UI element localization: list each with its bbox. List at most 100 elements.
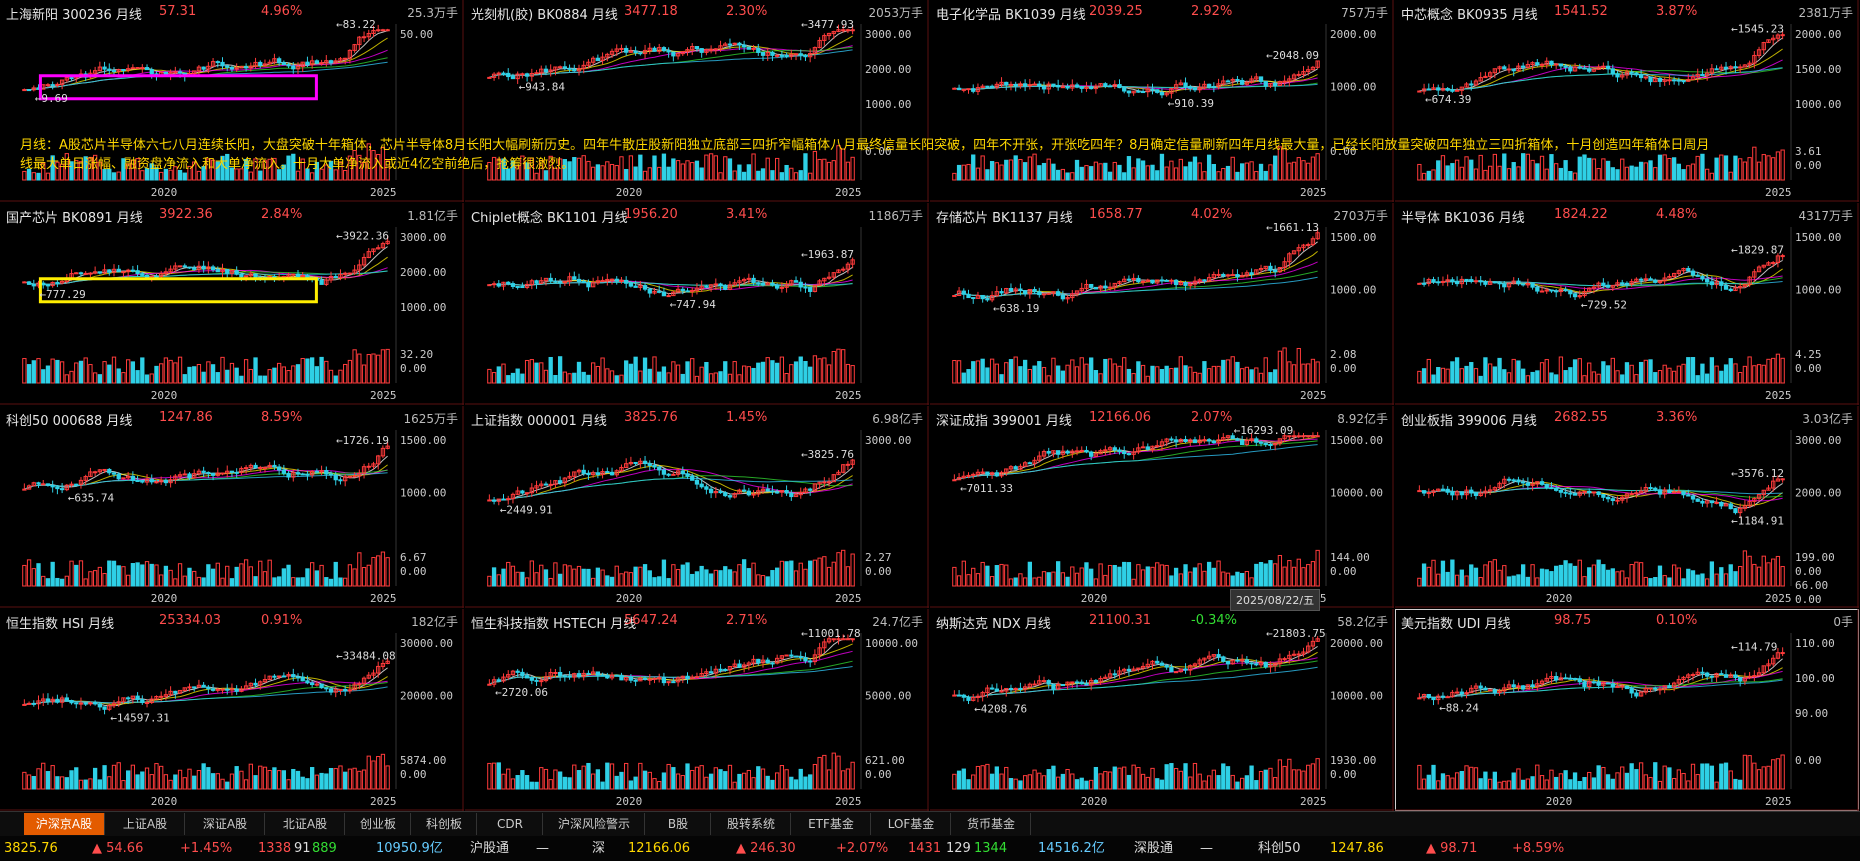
volume-bar xyxy=(1183,365,1188,384)
market-tab[interactable]: 创业板 xyxy=(346,813,411,835)
volume-bar xyxy=(1742,365,1748,384)
market-tab[interactable]: 深证A股 xyxy=(186,813,265,835)
volume-bar xyxy=(798,356,803,384)
x-tick-label: 2025 xyxy=(370,592,397,605)
chart-panel[interactable]: ←1963.87 ←747.94 2025 Chiplet概念 BK1101 月线 19… xyxy=(465,203,929,405)
kline-chart[interactable]: ←3576.12←1184.913000.002000.00199.000.00… xyxy=(1395,406,1859,608)
candle xyxy=(206,266,211,270)
volume-bar xyxy=(727,373,733,384)
kline-chart[interactable]: ←1829.87←729.521500.001000.004.250.00202… xyxy=(1395,203,1859,405)
volume-bar xyxy=(333,169,338,181)
candle xyxy=(149,478,154,483)
kline-chart[interactable]: ←16293.09←7011.3315000.0010000.00144.000… xyxy=(930,406,1394,608)
candle xyxy=(1240,79,1245,85)
chart-panel[interactable]: ←3477.93 ←943.84 3000.00 2000.00 1000.00 0.00… xyxy=(465,0,929,202)
volume-bar xyxy=(88,156,93,181)
volume-bar xyxy=(704,154,709,181)
candle xyxy=(1506,68,1512,71)
market-tab[interactable]: CDR xyxy=(478,813,543,835)
kline-chart[interactable]: ←1545.23←674.392000.001500.001000.003.61… xyxy=(1395,0,1859,202)
market-tab[interactable]: 沪深京A股 xyxy=(24,813,105,835)
chart-panel[interactable]: ←1829.87 ←729.52 1500.00 1000.00 4.25 0.00 202… xyxy=(1395,203,1859,405)
volume-bar xyxy=(1771,558,1776,587)
candle xyxy=(1089,283,1094,288)
moving-average-line xyxy=(1419,667,1783,699)
kline-chart[interactable]: ←33484.08←14597.3130000.0020000.005874.0… xyxy=(0,609,464,811)
chart-panel[interactable]: ←16293.09 ←7011.33 15000.00 10000.00 144.00 0… xyxy=(930,406,1394,608)
volume-bar xyxy=(55,776,60,790)
volume-bar xyxy=(614,565,619,587)
volume-bar xyxy=(1596,765,1601,790)
candle xyxy=(985,85,990,88)
market-tab[interactable]: 沪深风险警示 xyxy=(544,813,645,835)
candle xyxy=(576,673,582,677)
market-tab[interactable]: 上证A股 xyxy=(106,813,185,835)
chart-panel[interactable]: ←11001.78 ←2720.06 10000.00 5000.00 621.00 0.… xyxy=(465,609,929,811)
volume-bar xyxy=(751,777,756,790)
candle xyxy=(1440,695,1446,698)
kline-chart[interactable]: ←1661.13←638.191500.001000.002.080.00202… xyxy=(930,203,1394,405)
volume-bar xyxy=(1306,363,1311,384)
chart-panel[interactable]: ←114.79 ←88.24 110.00 100.00 90.00 0.00 2020 20… xyxy=(1395,609,1859,811)
candle xyxy=(581,469,586,474)
volume-bar xyxy=(59,776,65,790)
kline-chart[interactable]: ←11001.78←2720.0610000.005000.00621.000.… xyxy=(465,609,929,811)
volume-bar xyxy=(149,563,154,587)
volume-bar xyxy=(713,767,718,790)
market-tab[interactable]: B股 xyxy=(646,813,711,835)
candle xyxy=(210,688,216,691)
volume-bar xyxy=(727,158,733,181)
volume-bar xyxy=(1093,578,1099,587)
volume-bar xyxy=(1738,372,1743,384)
candle xyxy=(159,272,164,277)
chart-panel[interactable]: ←3825.76 ←2449.91 3000.00 2.27 0.00 2020 2025 上… xyxy=(465,406,929,608)
volume-bar xyxy=(1671,564,1677,587)
volume-bar xyxy=(1539,155,1545,181)
chart-panel[interactable]: ←3922.36 ←777.29 3000.00 2000.00 1000.00 32.2… xyxy=(0,203,464,405)
candle xyxy=(1145,88,1150,93)
chart-panel[interactable]: ←1726.19 ←635.74 1500.00 1000.00 6.67 0.00 202… xyxy=(0,406,464,608)
market-tab[interactable]: 股转系统 xyxy=(712,813,791,835)
consolidation-box xyxy=(38,277,318,304)
chart-panel[interactable]: ←1661.13 ←638.19 1500.00 1000.00 2.08 0.00 202… xyxy=(930,203,1394,405)
volume-bar xyxy=(319,168,324,181)
market-tab[interactable]: 科创板 xyxy=(412,813,477,835)
chart-panel[interactable]: ←3576.12 ←1184.91 3000.00 2000.00 199.00 0.00… xyxy=(1395,406,1859,608)
chart-panel[interactable]: ←21803.75 ←4208.76 20000.00 10000.00 1930.00… xyxy=(930,609,1394,811)
candle xyxy=(371,248,376,253)
volume-tick-label: 0.00 xyxy=(400,565,427,578)
candle xyxy=(1315,638,1320,642)
chart-panel[interactable]: ←83.22 ←9.69 50.00 2020 2025 上海新阳 300236 月线 57… xyxy=(0,0,464,202)
candle xyxy=(999,291,1004,294)
kline-chart[interactable]: ←3922.36←777.293000.002000.001000.0032.2… xyxy=(0,203,464,405)
candle xyxy=(83,476,88,481)
market-tab[interactable]: 北证A股 xyxy=(266,813,345,835)
chart-panel[interactable]: ←1545.23 ←674.39 2000.00 1500.00 1000.00 3.61… xyxy=(1395,0,1859,202)
candle xyxy=(765,488,770,492)
volume-bar xyxy=(314,161,320,181)
candle xyxy=(1197,439,1202,444)
market-tab[interactable]: LOF基金 xyxy=(872,813,951,835)
candle xyxy=(808,52,813,58)
candle xyxy=(1615,282,1620,286)
kline-chart[interactable]: ←1726.19←635.741500.001000.006.670.00202… xyxy=(0,406,464,608)
chart-panel[interactable]: ←2048.09 ←910.39 2000.00 1000.00 0.00 2025 电子化… xyxy=(930,0,1394,202)
chart-panel[interactable]: ←33484.08 ←14597.31 30000.00 20000.00 5874.0… xyxy=(0,609,464,811)
candle xyxy=(220,688,225,691)
kline-chart[interactable]: ←21803.75←4208.7620000.0010000.001930.00… xyxy=(930,609,1394,811)
market-tab[interactable]: ETF基金 xyxy=(792,813,871,835)
candle xyxy=(1164,438,1169,443)
volume-bar xyxy=(952,359,957,384)
market-tab[interactable]: 货币基金 xyxy=(952,813,1031,835)
kline-chart[interactable]: ←3477.93←943.843000.002000.001000.000.00… xyxy=(465,0,929,202)
hgt-label[interactable]: 沪股通 xyxy=(470,841,510,856)
sgt-label[interactable]: 深股通 xyxy=(1134,841,1174,856)
candle xyxy=(31,283,36,287)
volume-bar xyxy=(1216,365,1221,384)
candle xyxy=(1492,487,1497,491)
